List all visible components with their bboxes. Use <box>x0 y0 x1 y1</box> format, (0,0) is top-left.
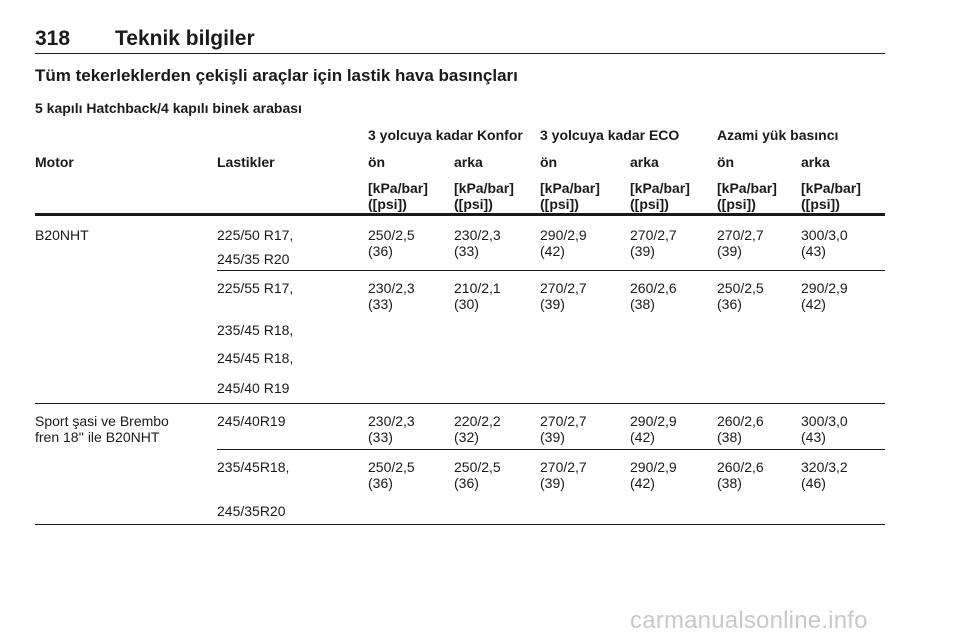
pressure-psi: (33) <box>368 429 393 445</box>
running-title: Teknik bilgiler <box>115 27 255 50</box>
pressure-value: 210/2,1 <box>454 280 501 296</box>
tyre-cell: 245/35R20 <box>217 503 286 519</box>
pressure-psi: (42) <box>540 243 565 259</box>
pressure-value: 230/2,3 <box>454 227 501 243</box>
pressure-value: 290/2,9 <box>630 459 677 475</box>
pressure-value: 250/2,5 <box>454 459 501 475</box>
column-header-tyres: Lastikler <box>217 154 275 170</box>
pressure-value: 270/2,7 <box>540 413 587 429</box>
tyre-cell: 245/40R19 <box>217 413 286 429</box>
column-header-motor: Motor <box>35 154 74 170</box>
pressure-psi: (36) <box>368 243 393 259</box>
row-divider <box>217 449 885 450</box>
table-bottom-rule <box>35 524 885 525</box>
group-header-eco: 3 yolcuya kadar ECO <box>540 127 680 143</box>
unit-header: [kPa/bar] <box>630 180 690 196</box>
pressure-psi: (39) <box>540 296 565 312</box>
row-divider <box>35 403 885 404</box>
group-header-max-load: Azami yük basıncı <box>717 127 839 143</box>
pressure-psi: (43) <box>801 243 826 259</box>
tyre-cell: 225/50 R17, <box>217 227 294 243</box>
pressure-psi: (46) <box>801 475 826 491</box>
column-header-front: ön <box>717 154 735 170</box>
page-header: 318 Teknik bilgiler <box>35 28 885 54</box>
pressure-psi: (38) <box>717 429 742 445</box>
pressure-value: 260/2,6 <box>717 459 764 475</box>
pressure-value: 270/2,7 <box>717 227 764 243</box>
pressure-value: 250/2,5 <box>368 459 415 475</box>
unit-header-psi: ([psi]) <box>801 196 840 212</box>
unit-header-psi: ([psi]) <box>540 196 579 212</box>
pressure-psi: (30) <box>454 296 479 312</box>
pressure-psi: (36) <box>717 296 742 312</box>
tyre-cell: 225/55 R17, <box>217 280 294 296</box>
pressure-psi: (38) <box>717 475 742 491</box>
unit-header: [kPa/bar] <box>801 180 861 196</box>
tyre-cell: 235/45R18, <box>217 459 290 475</box>
pressure-value: 270/2,7 <box>540 280 587 296</box>
column-header-front: ön <box>368 154 386 170</box>
unit-header-psi: ([psi]) <box>454 196 493 212</box>
watermark: carmanualsonline.info <box>630 607 868 634</box>
pressure-value: 290/2,9 <box>801 280 848 296</box>
pressure-psi: (39) <box>540 429 565 445</box>
pressure-psi: (43) <box>801 429 826 445</box>
motor-cell: B20NHT <box>35 227 89 243</box>
pressure-value: 230/2,3 <box>368 280 415 296</box>
pressure-value: 250/2,5 <box>717 280 764 296</box>
pressure-psi: (33) <box>368 296 393 312</box>
pressure-value: 220/2,2 <box>454 413 501 429</box>
pressure-psi: (39) <box>630 243 655 259</box>
unit-header: [kPa/bar] <box>368 180 428 196</box>
pressure-psi: (42) <box>630 475 655 491</box>
pressure-psi: (38) <box>630 296 655 312</box>
motor-cell: fren 18'' ile B20NHT <box>35 429 160 445</box>
pressure-psi: (42) <box>801 296 826 312</box>
page-number: 318 <box>35 27 71 50</box>
pressure-value: 290/2,9 <box>630 413 677 429</box>
header-rule <box>35 213 885 216</box>
unit-header: [kPa/bar] <box>717 180 777 196</box>
unit-header: [kPa/bar] <box>454 180 514 196</box>
column-header-rear: arka <box>630 154 659 170</box>
pressure-value: 300/3,0 <box>801 413 848 429</box>
pressure-psi: (32) <box>454 429 479 445</box>
column-header-rear: arka <box>454 154 483 170</box>
motor-cell: Sport şasi ve Brembo <box>35 413 169 429</box>
pressure-psi: (42) <box>630 429 655 445</box>
pressure-value: 290/2,9 <box>540 227 587 243</box>
tyre-cell: 245/35 R20 <box>217 251 290 267</box>
pressure-psi: (33) <box>454 243 479 259</box>
pressure-psi: (39) <box>540 475 565 491</box>
subsection-title: 5 kapılı Hatchback/4 kapılı binek arabas… <box>35 100 302 116</box>
group-header-comfort: 3 yolcuya kadar Konfor <box>368 127 523 143</box>
section-title: Tüm tekerleklerden çekişli araçlar için … <box>35 66 518 85</box>
unit-header-psi: ([psi]) <box>717 196 756 212</box>
tyre-cell: 245/45 R18, <box>217 350 294 366</box>
pressure-value: 260/2,6 <box>717 413 764 429</box>
pressure-value: 230/2,3 <box>368 413 415 429</box>
column-header-front: ön <box>540 154 558 170</box>
pressure-value: 260/2,6 <box>630 280 677 296</box>
unit-header-psi: ([psi]) <box>368 196 407 212</box>
row-divider <box>217 270 885 271</box>
unit-header-psi: ([psi]) <box>630 196 669 212</box>
pressure-value: 270/2,7 <box>540 459 587 475</box>
pressure-value: 300/3,0 <box>801 227 848 243</box>
pressure-value: 250/2,5 <box>368 227 415 243</box>
pressure-psi: (36) <box>368 475 393 491</box>
pressure-value: 270/2,7 <box>630 227 677 243</box>
unit-header: [kPa/bar] <box>540 180 600 196</box>
pressure-psi: (36) <box>454 475 479 491</box>
tyre-cell: 235/45 R18, <box>217 322 294 338</box>
column-header-rear: arka <box>801 154 830 170</box>
pressure-value: 320/3,2 <box>801 459 848 475</box>
pressure-psi: (39) <box>717 243 742 259</box>
tyre-cell: 245/40 R19 <box>217 380 290 396</box>
